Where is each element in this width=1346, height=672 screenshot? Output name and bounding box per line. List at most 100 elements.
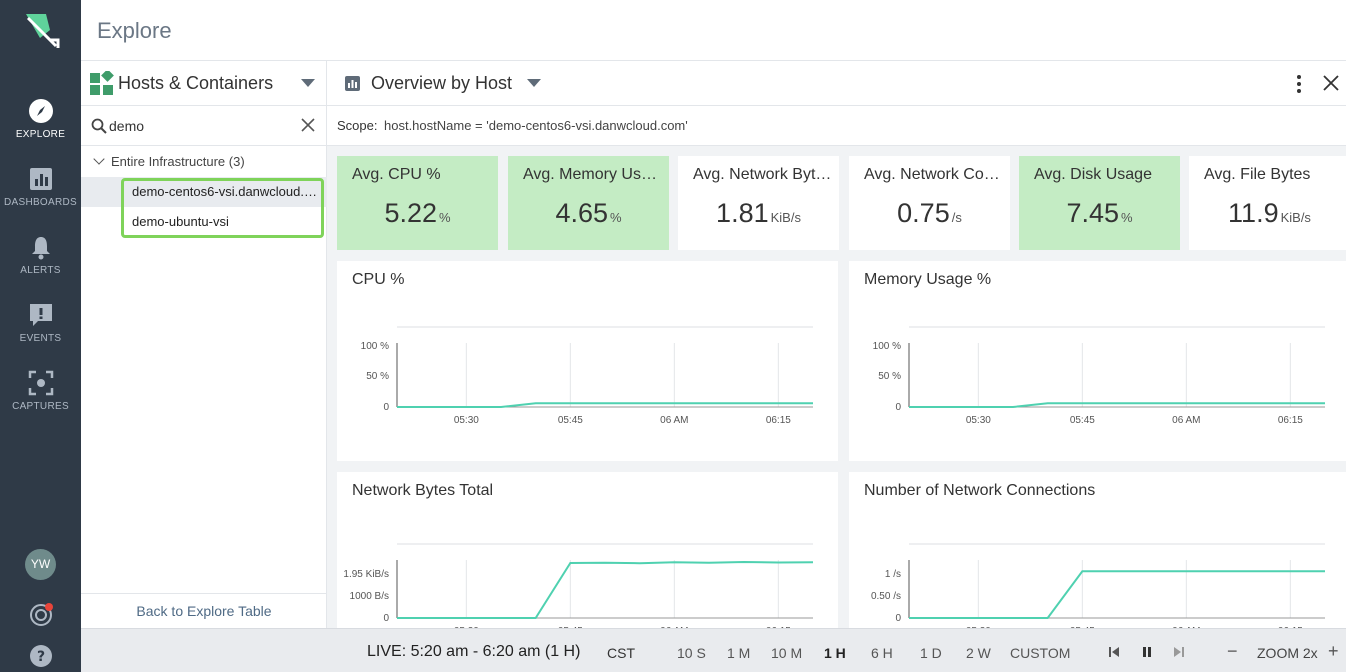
stat-unit: %: [610, 210, 622, 225]
chart-panel-network-connections[interactable]: Number of Network Connections 05:30 05:45…: [849, 472, 1346, 628]
notification-target-icon[interactable]: [28, 602, 54, 628]
chart-title: Network Bytes Total: [352, 482, 494, 499]
live-time-range[interactable]: LIVE: 5:20 am - 6:20 am (1 H): [367, 643, 581, 660]
stat-value: 11.9 KiB/s: [1189, 198, 1346, 229]
more-options-icon[interactable]: [1289, 73, 1309, 95]
dashboard-area: Overview by Host Scope: host.hostName = …: [327, 61, 1346, 628]
y-tick-label: 0: [383, 402, 389, 413]
stat-tile[interactable]: Avg. Memory Usage % 4.65%: [508, 156, 669, 250]
time-option-10m[interactable]: 10 M: [771, 645, 803, 661]
chart-panel-network-bytes[interactable]: Network Bytes Total 05:30 05:45 06 AM 06:15…: [337, 472, 838, 628]
nav-captures-label: CAPTURES: [12, 401, 69, 412]
search-icon: [91, 118, 107, 134]
time-option-6h[interactable]: 6 H: [871, 645, 893, 661]
stat-number: 5.22: [384, 198, 437, 228]
time-option-custom[interactable]: CUSTOM: [1010, 645, 1071, 661]
stat-tile[interactable]: Avg. CPU % 5.22%: [337, 156, 498, 250]
scope-bar: Scope: host.hostName = 'demo-centos6-vsi…: [327, 106, 1346, 146]
stat-value: 5.22%: [337, 198, 498, 229]
stat-value: 7.45%: [1019, 198, 1180, 229]
nav-explore[interactable]: EXPLORE: [0, 98, 81, 158]
caret-down-icon: [301, 79, 315, 87]
zoom-out-button[interactable]: −: [1227, 641, 1238, 661]
timezone-label[interactable]: CST: [607, 645, 635, 661]
clear-search-icon[interactable]: [300, 117, 316, 133]
dashboard-caret-down-icon[interactable]: [527, 79, 541, 87]
stat-tile[interactable]: Avg. Disk Usage 7.45%: [1019, 156, 1180, 250]
scope-label: Scope:: [337, 118, 378, 133]
nav-events-label: EVENTS: [19, 333, 62, 344]
chart-title: Number of Network Connections: [864, 482, 1096, 499]
tree-root-node[interactable]: Entire Infrastructure (3): [93, 153, 245, 169]
help-icon[interactable]: ?: [28, 643, 54, 669]
stat-unit: KiB/s: [1280, 210, 1311, 225]
x-tick-label: 06:15: [1278, 626, 1303, 628]
network-bytes-chart: 05:30 05:45 06 AM 06:15 0 1000 B/s 1.95 KiB/s: [343, 543, 814, 628]
memory-chart: 05:30 05:45 06 AM 06:15 0 50 % 100 %: [873, 326, 1325, 426]
nav-captures[interactable]: CAPTURES: [0, 370, 81, 430]
x-tick-label: 05:45: [558, 415, 583, 426]
x-tick-label: 05:30: [966, 415, 991, 426]
close-icon[interactable]: [1323, 75, 1339, 91]
search-bar: [81, 106, 327, 146]
nav-explore-label: EXPLORE: [15, 129, 66, 140]
y-tick-label: 100 %: [873, 341, 901, 352]
hosts-containers-icon: [90, 71, 114, 95]
y-tick-label: 0: [895, 613, 901, 624]
host-item-ubuntu[interactable]: demo-ubuntu-vsi: [132, 214, 229, 229]
x-tick-label: 06 AM: [660, 626, 688, 628]
tree-root-label: Entire Infrastructure (3): [111, 154, 245, 169]
capture-target-icon: [28, 370, 53, 396]
dashboard-title[interactable]: Overview by Host: [371, 73, 513, 93]
x-tick-label: 05:30: [966, 626, 991, 628]
y-tick-label: 1.95 KiB/s: [343, 569, 389, 580]
search-input[interactable]: [109, 115, 294, 137]
nav-events[interactable]: EVENTS: [0, 302, 81, 362]
time-option-2w[interactable]: 2 W: [966, 645, 991, 661]
y-tick-label: 0: [383, 613, 389, 624]
stat-tile[interactable]: Avg. File Bytes 11.9 KiB/s: [1189, 156, 1346, 250]
chart-panel-cpu[interactable]: CPU % 05:30 05:45 06 AM 06:15 0 50 % 100 %: [337, 261, 838, 461]
time-option-1h[interactable]: 1 H: [824, 645, 846, 661]
skip-forward-icon[interactable]: [1172, 645, 1186, 659]
time-option-1m[interactable]: 1 M: [727, 645, 751, 661]
nav-dashboards[interactable]: DASHBOARDS: [0, 166, 81, 226]
stat-tile[interactable]: Avg. Network Connections 0.75/s: [849, 156, 1010, 250]
x-tick-label: 06:15: [766, 626, 791, 628]
y-tick-label: 1000 B/s: [350, 591, 389, 602]
zoom-in-button[interactable]: +: [1328, 641, 1339, 661]
stat-unit: /s: [951, 210, 962, 225]
y-tick-label: 50 %: [878, 371, 901, 382]
nav-alerts[interactable]: ALERTS: [0, 234, 81, 294]
scope-value[interactable]: host.hostName = 'demo-centos6-vsi.danwcl…: [384, 118, 688, 133]
stat-title: Avg. Disk Usage: [1034, 166, 1152, 183]
stat-number: 1.81: [716, 198, 769, 228]
time-option-1d[interactable]: 1 D: [920, 645, 942, 661]
stat-number: 7.45: [1066, 198, 1119, 228]
x-tick-label: 06 AM: [660, 415, 688, 426]
stat-unit: %: [439, 210, 451, 225]
zoom-level: ZOOM 2x: [1257, 645, 1318, 661]
grouping-selector[interactable]: Hosts & Containers: [81, 61, 327, 106]
y-tick-label: 100 %: [361, 341, 389, 352]
sysdig-logo-icon[interactable]: [20, 10, 62, 52]
user-avatar[interactable]: YW: [25, 549, 56, 580]
y-tick-label: 0.50 /s: [871, 591, 901, 602]
nav-alerts-label: ALERTS: [20, 265, 61, 276]
series-line: [909, 402, 1325, 408]
series-line: [397, 402, 813, 408]
x-tick-label: 06 AM: [1172, 626, 1200, 628]
y-tick-label: 1 /s: [885, 569, 901, 580]
page-title: Explore: [97, 18, 172, 43]
back-to-explore-table-link[interactable]: Back to Explore Table: [81, 593, 327, 628]
dashboard-chart-icon: [345, 76, 360, 91]
time-option-10s[interactable]: 10 S: [677, 645, 706, 661]
host-item-centos[interactable]: demo-centos6-vsi.danwcloud.com: [132, 184, 317, 199]
stat-number: 11.9: [1228, 198, 1279, 228]
chart-panel-memory[interactable]: Memory Usage % 05:30 05:45 06 AM 06:15 0 50 %…: [849, 261, 1346, 461]
skip-back-icon[interactable]: [1107, 645, 1121, 659]
pause-icon[interactable]: [1140, 645, 1154, 659]
stat-title: Avg. CPU %: [352, 166, 441, 183]
